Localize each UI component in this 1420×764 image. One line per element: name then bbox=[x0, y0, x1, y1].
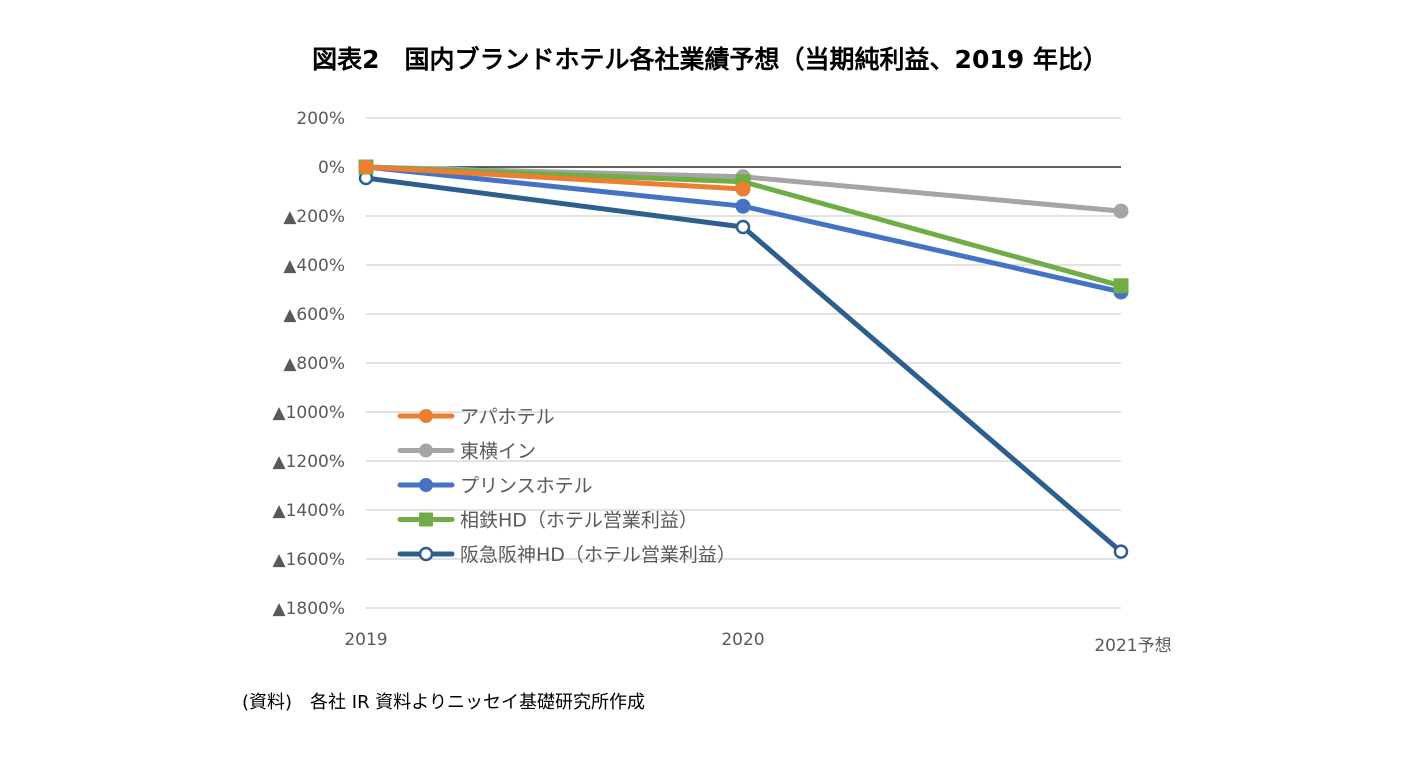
y-tick-label: ▲200% bbox=[283, 207, 345, 227]
y-tick-label: ▲1400% bbox=[273, 501, 346, 521]
data-point bbox=[1113, 544, 1129, 559]
legend-marker bbox=[419, 443, 433, 458]
legend-marker bbox=[419, 409, 433, 423]
y-tick-label: ▲1200% bbox=[273, 452, 346, 472]
data-point bbox=[358, 159, 374, 175]
legend-label: アパホテル bbox=[460, 406, 555, 428]
y-tick-label: 0% bbox=[318, 158, 345, 178]
legend-marker bbox=[418, 546, 434, 562]
legend-marker bbox=[419, 512, 433, 527]
data-point bbox=[1113, 278, 1129, 294]
legend-marker bbox=[419, 478, 433, 492]
data-point bbox=[735, 181, 751, 197]
x-tick-label: 2020 bbox=[721, 630, 764, 650]
data-point bbox=[735, 219, 751, 235]
legend-label: 相鉄HD（ホテル営業利益） bbox=[460, 510, 698, 532]
x-tick-label: 2021予想 bbox=[1094, 636, 1171, 656]
y-tick-label: ▲600% bbox=[283, 305, 345, 325]
legend-label: 東横イン bbox=[460, 441, 536, 463]
legend-label: 阪急阪神HD（ホテル営業利益） bbox=[460, 544, 736, 566]
y-tick-label: ▲1800% bbox=[273, 599, 346, 619]
y-tick-label: ▲400% bbox=[283, 256, 345, 276]
series-line bbox=[363, 164, 746, 192]
data-point bbox=[735, 198, 751, 214]
y-tick-label: ▲1000% bbox=[273, 403, 346, 423]
x-tick-label: 2019 bbox=[344, 630, 387, 650]
source-note: (資料) 各社 IR 資料よりニッセイ基礎研究所作成 bbox=[242, 692, 645, 713]
chart-title: 図表2 国内ブランドホテル各社業績予想（当期純利益、2019 年比） bbox=[312, 45, 1108, 74]
data-point bbox=[1113, 203, 1129, 219]
legend-label: プリンスホテル bbox=[460, 475, 593, 497]
y-tick-label: 200% bbox=[296, 109, 345, 129]
y-tick-label: ▲800% bbox=[283, 354, 345, 374]
y-tick-label: ▲1600% bbox=[273, 550, 346, 570]
